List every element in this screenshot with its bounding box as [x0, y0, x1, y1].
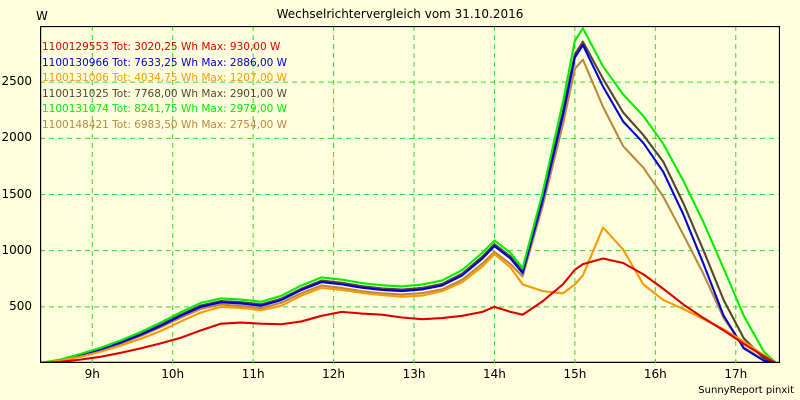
legend-item-1100131025: 1100131025 Tot: 7768,00 Wh Max: 2901,00 …	[42, 87, 288, 100]
x-tick-label: 15h	[563, 367, 587, 381]
x-tick-label: 12h	[322, 367, 346, 381]
y-tick-label: 2500	[1, 74, 32, 89]
series-line-1100131006	[40, 226, 778, 363]
plot-svg	[40, 26, 780, 363]
legend-item-1100148421: 1100148421 Tot: 6983,50 Wh Max: 2754,00 …	[42, 118, 288, 131]
series-lines	[40, 27, 778, 363]
x-tick-label: 11h	[241, 367, 265, 381]
x-tick-label: 13h	[402, 367, 426, 381]
legend-item-1100131006: 1100131006 Tot: 4034,75 Wh Max: 1207,00 …	[42, 72, 288, 85]
axes	[40, 26, 780, 363]
legend-item-1100129553: 1100129553 Tot: 3020,25 Wh Max: 930,00 W	[42, 41, 281, 53]
series-line-1100130966	[40, 44, 778, 363]
legend-item-1100131074: 1100131074 Tot: 8241,75 Wh Max: 2979,00 …	[42, 103, 288, 116]
series-line-1100131074	[40, 27, 778, 363]
x-tick-label: 17h	[724, 367, 748, 381]
series-line-1100148421	[40, 58, 778, 363]
chart-title: Wechselrichtervergleich vom 31.10.2016	[276, 7, 524, 21]
x-tick-label: 10h	[161, 367, 185, 381]
plot-area	[40, 26, 780, 363]
tick-marks	[91, 360, 737, 363]
x-tick-label: 16h	[643, 367, 667, 381]
y-axis-unit-label: W	[36, 9, 48, 23]
x-tick-label: 9h	[84, 367, 100, 381]
y-tick-label: 1000	[1, 242, 32, 257]
y-tick-label: 500	[9, 298, 32, 313]
y-tick-label: 1500	[1, 186, 32, 201]
legend: 1100129553 Tot: 3020,25 Wh Max: 930,00 W…	[42, 40, 287, 134]
x-tick-label: 14h	[483, 367, 506, 381]
y-tick-label: 2000	[1, 130, 32, 145]
footer-credit: SunnyReport pinxit	[698, 385, 794, 396]
legend-item-1100130966: 1100130966 Tot: 7633,25 Wh Max: 2886,00 …	[42, 56, 288, 69]
series-line-1100129553	[40, 257, 778, 363]
